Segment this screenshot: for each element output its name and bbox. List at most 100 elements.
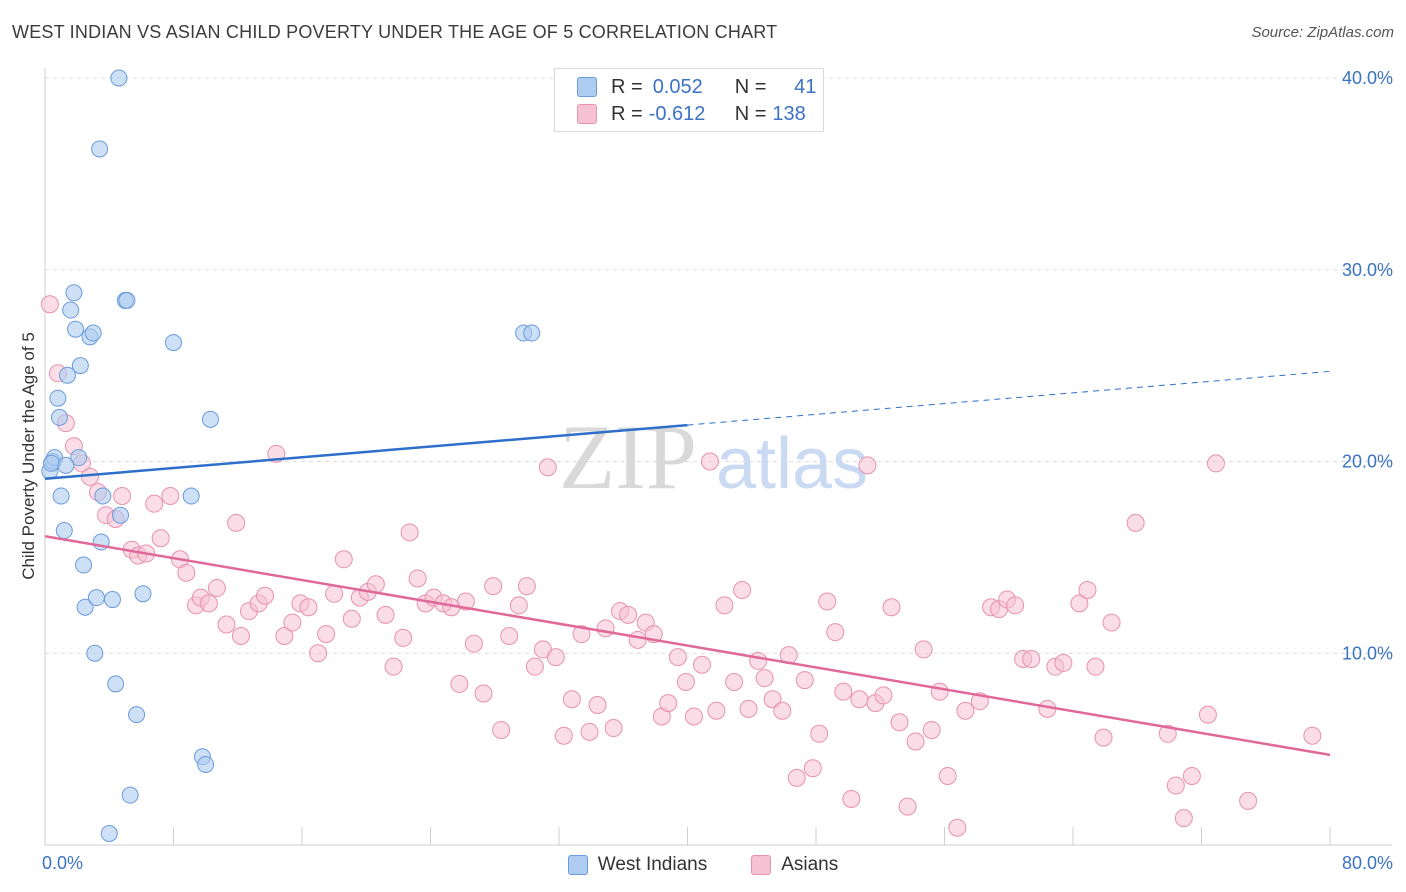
asians-point xyxy=(773,701,792,720)
asians-point xyxy=(456,592,475,611)
source-label: Source: ZipAtlas.com xyxy=(1251,24,1394,41)
asians-point xyxy=(334,550,353,569)
asians-point xyxy=(309,644,328,663)
r-value: -0.612 xyxy=(648,102,706,125)
x-tick-label: 80.0% xyxy=(1342,853,1393,873)
west-indians-point xyxy=(197,755,215,773)
r-label: R = xyxy=(611,75,643,98)
stats-row-west-indians: R = 0.052 N = 41 xyxy=(577,74,816,100)
asians-point xyxy=(538,458,557,477)
west-indians-point xyxy=(65,284,83,302)
chart-title: WEST INDIAN VS ASIAN CHILD POVERTY UNDER… xyxy=(12,22,778,42)
n-value: 138 xyxy=(772,102,806,125)
west-indians-point xyxy=(111,506,129,524)
asians-points xyxy=(40,295,1322,837)
west-indians-point xyxy=(71,357,89,375)
west-indians-point xyxy=(86,644,104,662)
west-indians-point xyxy=(201,410,219,428)
west-indians-trend-extension xyxy=(687,370,1331,426)
asians-point xyxy=(588,696,607,715)
west-indians-point xyxy=(84,324,102,342)
asians-point xyxy=(1198,705,1217,724)
asians-point xyxy=(474,684,493,703)
asians-swatch xyxy=(751,855,772,875)
legend-label-west-indians: West Indians xyxy=(597,854,708,875)
asians-point xyxy=(1158,724,1177,743)
west-indians-point xyxy=(52,487,70,505)
west-indians-point xyxy=(121,786,139,804)
asians-point xyxy=(217,615,236,634)
asians-point xyxy=(1174,809,1193,828)
asians-point xyxy=(299,598,318,617)
asians-point xyxy=(619,605,638,624)
west-indians-point xyxy=(128,706,146,724)
asians-point xyxy=(818,592,837,611)
west-indians-point xyxy=(62,301,80,319)
asians-point xyxy=(763,690,782,709)
series-legend: West Indians Asians xyxy=(0,852,1406,878)
asians-point xyxy=(842,789,861,808)
asians-point xyxy=(517,577,536,596)
asians-point xyxy=(400,523,419,542)
asians-point xyxy=(930,682,949,701)
asians-point xyxy=(376,605,395,624)
asians-point xyxy=(554,726,573,745)
asians-point xyxy=(898,797,917,816)
asians-point xyxy=(525,657,544,676)
asians-point xyxy=(906,732,925,751)
asians-point xyxy=(40,295,59,314)
asians-point xyxy=(1054,653,1073,672)
asians-point xyxy=(874,686,893,705)
asians-point xyxy=(1022,650,1041,669)
asians-point xyxy=(826,623,845,642)
west-indians-trend-line xyxy=(44,423,688,481)
asians-point xyxy=(1094,728,1113,747)
legend-label-asians: Asians xyxy=(781,854,839,875)
west-indians-point xyxy=(58,366,76,384)
west-indians-point xyxy=(57,456,75,474)
asians-point xyxy=(659,694,678,713)
asians-point xyxy=(199,594,218,613)
west-indians-point xyxy=(103,591,121,609)
asians-point xyxy=(749,651,768,670)
asians-point xyxy=(325,584,344,603)
asians-point xyxy=(1070,594,1089,613)
asians-point xyxy=(580,722,599,741)
asians-point xyxy=(161,487,180,506)
west-indians-point xyxy=(87,589,105,607)
y-tick-label: 30.0% xyxy=(1342,260,1393,280)
asians-point xyxy=(604,719,623,738)
asians-point xyxy=(177,563,196,582)
asians-point xyxy=(317,625,336,644)
asians-point xyxy=(546,648,565,667)
west-indians-swatch xyxy=(577,77,597,97)
legend-item-asians[interactable]: Asians xyxy=(751,854,838,876)
n-value: 41 xyxy=(794,75,817,98)
axes xyxy=(44,68,1392,846)
asians-point xyxy=(227,513,246,532)
asians-point xyxy=(1303,726,1322,745)
tick-labels: 10.0% 20.0% 30.0% 40.0% 0.0% 80.0% xyxy=(42,68,1393,873)
asians-point xyxy=(1166,776,1185,795)
west-indians-points xyxy=(41,69,541,842)
asians-point xyxy=(596,619,615,638)
y-tick-label: 10.0% xyxy=(1342,643,1393,663)
west-indians-point xyxy=(49,389,67,407)
legend-item-west-indians[interactable]: West Indians xyxy=(567,854,708,876)
asians-point xyxy=(572,625,591,644)
asians-point xyxy=(676,673,695,692)
asians-point xyxy=(755,669,774,688)
asians-point xyxy=(858,456,877,475)
stats-row-asians: R = -0.612 N = 138 xyxy=(577,101,806,127)
trend-lines xyxy=(44,370,1331,757)
asians-point xyxy=(810,724,829,743)
west-indians-point xyxy=(182,487,200,505)
asians-point xyxy=(834,682,853,701)
n-label: N = xyxy=(734,102,767,125)
asians-point xyxy=(450,674,469,693)
watermark-atlas: atlas xyxy=(716,424,868,504)
asians-point xyxy=(725,673,744,692)
asians-point xyxy=(342,609,361,628)
stats-legend: R = 0.052 N = 41 R = -0.612 N = 138 xyxy=(554,68,824,132)
west-indians-point xyxy=(134,585,152,603)
